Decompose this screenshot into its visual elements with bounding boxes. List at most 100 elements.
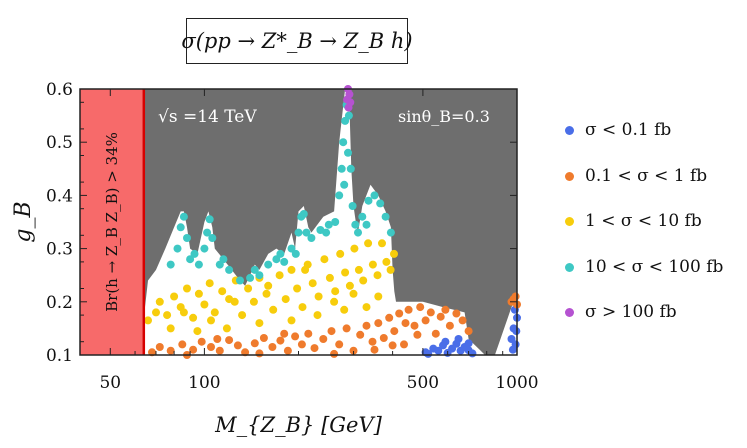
series-3-points bbox=[144, 239, 398, 336]
point-s3-34 bbox=[341, 268, 350, 277]
point-s3-25 bbox=[293, 284, 302, 293]
point-s2-59 bbox=[509, 295, 518, 304]
angle-annotation: sinθ_B=0.3 bbox=[398, 107, 490, 126]
excluded-region-label: Br(h → Z_B Z_B) > 34% bbox=[103, 132, 121, 312]
point-s3-55 bbox=[374, 292, 383, 301]
point-s4-9 bbox=[203, 228, 212, 237]
point-s2-47 bbox=[413, 330, 422, 339]
point-s2-31 bbox=[385, 313, 394, 322]
point-s4-39 bbox=[354, 228, 362, 237]
point-s3-26 bbox=[298, 303, 307, 312]
legend-marker-series-3 bbox=[565, 217, 574, 226]
point-s2-41 bbox=[436, 312, 445, 321]
point-s2-36 bbox=[410, 321, 419, 330]
point-s3-44 bbox=[386, 265, 395, 274]
point-s2-2 bbox=[155, 343, 164, 351]
point-s3-30 bbox=[320, 255, 329, 264]
point-s2-7 bbox=[207, 343, 215, 351]
point-s5-5 bbox=[344, 103, 353, 112]
legend-marker-series-4 bbox=[565, 263, 574, 272]
point-s4-50 bbox=[322, 228, 331, 237]
point-s2-18 bbox=[297, 340, 306, 349]
point-s3-9 bbox=[194, 289, 203, 298]
point-s4-3 bbox=[176, 223, 185, 232]
point-s2-35 bbox=[404, 305, 413, 314]
point-s2-51 bbox=[330, 349, 339, 358]
y-tick-label-6: 0.6 bbox=[46, 80, 73, 100]
point-s3-47 bbox=[340, 305, 349, 314]
legend-label-series-4: 10 < σ < 100 fb bbox=[585, 257, 724, 277]
point-s2-37 bbox=[416, 303, 425, 312]
point-s2-40 bbox=[431, 329, 440, 338]
point-s3-60 bbox=[179, 308, 188, 317]
point-s3-57 bbox=[264, 281, 273, 290]
point-s2-5 bbox=[189, 345, 198, 354]
point-s2-22 bbox=[327, 327, 336, 336]
point-s3-2 bbox=[152, 308, 160, 317]
point-s4-19 bbox=[280, 257, 289, 266]
legend-label-series-2: 0.1 < σ < 1 fb bbox=[585, 166, 708, 186]
point-s3-39 bbox=[364, 239, 373, 248]
series-2-points bbox=[148, 292, 521, 359]
point-s3-53 bbox=[166, 324, 175, 333]
point-s4-49 bbox=[276, 249, 285, 258]
point-s3-58 bbox=[230, 297, 239, 306]
point-s4-44 bbox=[381, 212, 390, 221]
point-s2-14 bbox=[268, 343, 277, 351]
point-s3-4 bbox=[163, 311, 172, 320]
point-s3-50 bbox=[255, 319, 264, 328]
point-s2-25 bbox=[349, 346, 358, 355]
point-s2-53 bbox=[255, 349, 264, 358]
point-s4-35 bbox=[344, 111, 353, 120]
point-s3-11 bbox=[205, 279, 214, 288]
point-s3-18 bbox=[249, 297, 258, 306]
point-s2-17 bbox=[291, 332, 300, 341]
point-s4-32 bbox=[339, 138, 348, 147]
point-s3-3 bbox=[155, 297, 164, 306]
point-s2-33 bbox=[395, 309, 404, 318]
point-s2-19 bbox=[304, 329, 313, 338]
point-s1-12 bbox=[424, 349, 433, 358]
point-s3-32 bbox=[331, 287, 340, 296]
point-s3-8 bbox=[189, 313, 198, 322]
point-s3-1 bbox=[144, 316, 152, 325]
point-s4-8 bbox=[200, 244, 209, 253]
point-s3-20 bbox=[262, 289, 271, 298]
point-s4-21 bbox=[291, 249, 300, 258]
point-s2-23 bbox=[335, 340, 344, 349]
x-tick-label-4: 1000 bbox=[495, 373, 538, 393]
point-s4-51 bbox=[344, 148, 352, 157]
point-s2-20 bbox=[310, 344, 319, 353]
point-s2-13 bbox=[259, 334, 268, 342]
point-s4-28 bbox=[324, 220, 333, 229]
point-s4-48 bbox=[250, 265, 259, 274]
point-s3-13 bbox=[218, 287, 227, 296]
point-s3-24 bbox=[287, 265, 296, 274]
point-s2-38 bbox=[421, 316, 430, 325]
point-s3-45 bbox=[390, 249, 398, 258]
point-s3-38 bbox=[359, 276, 368, 285]
point-s2-45 bbox=[458, 316, 467, 325]
point-s4-38 bbox=[351, 220, 360, 229]
point-s2-48 bbox=[401, 319, 410, 328]
legend-marker-series-1 bbox=[565, 126, 574, 135]
point-s2-42 bbox=[441, 305, 450, 314]
point-s2-15 bbox=[276, 336, 285, 345]
point-s4-25 bbox=[302, 228, 311, 237]
y-tick-label-4: 0.4 bbox=[46, 186, 73, 206]
point-s2-16 bbox=[283, 346, 292, 355]
point-s3-48 bbox=[313, 311, 322, 320]
series-4-points bbox=[166, 101, 395, 285]
point-s4-42 bbox=[370, 191, 379, 200]
point-s3-37 bbox=[354, 265, 363, 274]
point-s3-29 bbox=[314, 292, 323, 301]
point-s3-42 bbox=[378, 239, 386, 248]
legend-marker-series-2 bbox=[565, 172, 574, 181]
point-s4-43 bbox=[376, 199, 385, 208]
point-s2-29 bbox=[374, 319, 383, 328]
point-s4-24 bbox=[299, 210, 308, 218]
point-s1-11 bbox=[468, 349, 477, 358]
point-s3-22 bbox=[275, 271, 284, 280]
point-s4-15 bbox=[246, 273, 255, 282]
point-s3-49 bbox=[287, 316, 296, 325]
